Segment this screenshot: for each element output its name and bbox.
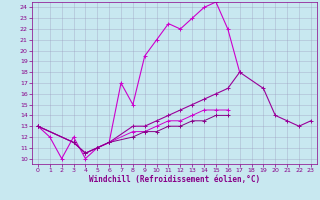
- X-axis label: Windchill (Refroidissement éolien,°C): Windchill (Refroidissement éolien,°C): [89, 175, 260, 184]
